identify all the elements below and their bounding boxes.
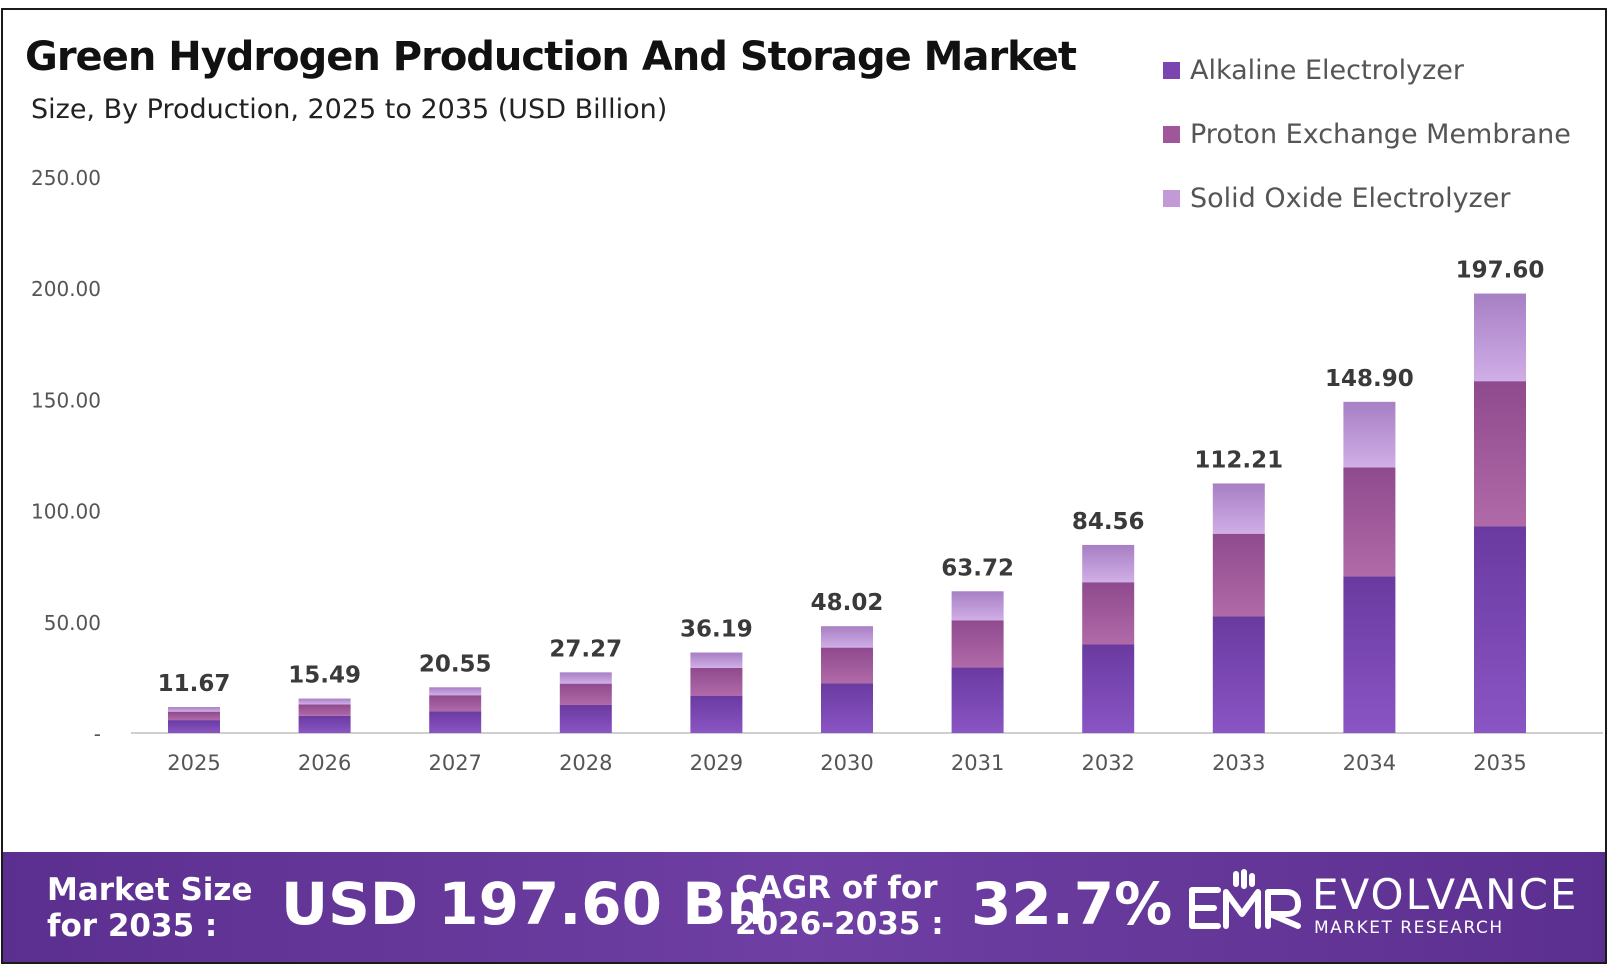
bar-segment-pem-2033 xyxy=(1212,533,1265,617)
bar-segment-solid-oxide-2034 xyxy=(1343,401,1396,468)
bar-segment-solid-oxide-2029 xyxy=(690,652,743,668)
logo-brand-name: EVOLVANCE xyxy=(1312,870,1579,919)
x-tick-label-2027: 2027 xyxy=(428,751,481,775)
evolvance-logo: EVOLVANCE MARKET RESEARCH xyxy=(1186,866,1586,952)
x-axis: 2025 2026 2027 2028 2029 2030 2031 2032 2033 2034… xyxy=(167,751,1526,775)
bar-total-label-2028: 27.27 xyxy=(549,636,622,662)
bar-segment-alkaline-2030 xyxy=(821,683,873,733)
bar-segment-alkaline-2034 xyxy=(1343,576,1396,733)
x-tick-label-2033: 2033 xyxy=(1212,751,1265,775)
x-tick-label-2030: 2030 xyxy=(820,751,873,775)
bar-segment-alkaline-2033 xyxy=(1212,616,1265,733)
bar-segment-solid-oxide-2025 xyxy=(168,707,220,712)
bar-segment-pem-2035 xyxy=(1474,381,1526,527)
legend-label-alkaline: Alkaline Electrolyzer xyxy=(1190,54,1464,86)
bar-segment-pem-2032 xyxy=(1082,582,1135,645)
legend-item-pem: Proton Exchange Membrane xyxy=(1163,102,1571,166)
y-axis: - 50.00 100.00 150.00 200.00 250.00 xyxy=(31,166,101,746)
bar-segment-pem-2026 xyxy=(298,704,351,716)
y-tick-label: 50.00 xyxy=(44,611,101,635)
chart-title: Green Hydrogen Production And Storage Ma… xyxy=(25,34,1077,80)
bar-segment-pem-2029 xyxy=(690,667,743,696)
bar-total-label-2031: 63.72 xyxy=(941,555,1014,581)
legend-item-solid-oxide: Solid Oxide Electrolyzer xyxy=(1163,166,1571,230)
bar-segment-pem-2028 xyxy=(559,683,612,705)
bar-segment-pem-2027 xyxy=(429,695,482,712)
cagr-label-line2: 2026-2035 : xyxy=(735,906,944,942)
bar-segment-alkaline-2026 xyxy=(298,715,351,733)
bar-segment-alkaline-2025 xyxy=(168,720,220,733)
market-size-label-line2: for 2035 : xyxy=(47,908,218,944)
legend-swatch-pem xyxy=(1163,125,1180,143)
bar-segment-pem-2025 xyxy=(168,711,220,721)
legend-label-pem: Proton Exchange Membrane xyxy=(1190,118,1571,150)
bar-total-label-2033: 112.21 xyxy=(1194,447,1283,473)
bar-segment-solid-oxide-2026 xyxy=(298,698,351,705)
x-tick-label-2035: 2035 xyxy=(1473,751,1526,775)
bar-total-label-2025: 11.67 xyxy=(158,671,231,697)
cagr-label: CAGR of for 2026-2035 : xyxy=(735,870,944,942)
y-tick-label: 100.00 xyxy=(31,500,101,524)
legend-item-alkaline: Alkaline Electrolyzer xyxy=(1163,38,1571,102)
bar-segment-alkaline-2035 xyxy=(1474,526,1526,733)
bar-total-label-2032: 84.56 xyxy=(1072,509,1145,535)
bar-segment-solid-oxide-2032 xyxy=(1082,544,1135,583)
chart-frame: Green Hydrogen Production And Storage Ma… xyxy=(1,8,1607,964)
bar-segment-alkaline-2027 xyxy=(429,711,482,733)
market-size-value: USD 197.60 Bn xyxy=(281,870,768,938)
legend-swatch-solid-oxide xyxy=(1163,189,1180,207)
bar-total-label-2034: 148.90 xyxy=(1325,366,1414,392)
bar-total-label-2029: 36.19 xyxy=(680,617,753,643)
x-tick-label-2034: 2034 xyxy=(1343,751,1396,775)
y-tick-label: 150.00 xyxy=(31,388,101,412)
bar-segment-pem-2034 xyxy=(1343,467,1396,577)
bar-segment-pem-2031 xyxy=(951,620,1004,668)
bar-segment-solid-oxide-2035 xyxy=(1474,293,1526,382)
x-tick-label-2028: 2028 xyxy=(559,751,612,775)
cagr-label-line1: CAGR of for xyxy=(735,870,938,906)
x-tick-label-2032: 2032 xyxy=(1081,751,1134,775)
y-tick-label: 250.00 xyxy=(31,166,101,190)
bar-segment-pem-2030 xyxy=(821,647,873,684)
bars-group: 11.67 15.49 20.55 27.27 36.19 48.02 63.72 84.56… xyxy=(158,258,1545,733)
logo-brand-subtitle: MARKET RESEARCH xyxy=(1314,918,1504,938)
market-size-label-line1: Market Size xyxy=(47,872,253,908)
footer-banner: Market Size for 2035 : USD 197.60 Bn CAG… xyxy=(3,852,1605,962)
bar-segment-solid-oxide-2028 xyxy=(559,672,612,684)
x-tick-label-2026: 2026 xyxy=(298,751,351,775)
bar-segment-solid-oxide-2033 xyxy=(1212,483,1265,534)
emr-logo-icon xyxy=(1189,869,1301,929)
bar-segment-alkaline-2031 xyxy=(951,667,1004,733)
legend: Alkaline Electrolyzer Proton Exchange Me… xyxy=(1163,38,1571,230)
stacked-bar-chart: - 50.00 100.00 150.00 200.00 250.00 11.67 15.4… xyxy=(31,166,1603,775)
market-size-label: Market Size for 2035 : xyxy=(47,872,253,944)
x-tick-label-2025: 2025 xyxy=(167,751,220,775)
bar-total-label-2027: 20.55 xyxy=(419,651,492,677)
legend-swatch-alkaline xyxy=(1163,61,1180,79)
x-tick-label-2029: 2029 xyxy=(690,751,743,775)
bar-segment-alkaline-2029 xyxy=(690,695,743,733)
bar-segment-solid-oxide-2030 xyxy=(821,626,873,648)
x-tick-label-2031: 2031 xyxy=(951,751,1004,775)
bar-total-label-2035: 197.60 xyxy=(1456,258,1545,284)
y-tick-label: 200.00 xyxy=(31,277,101,301)
bar-segment-solid-oxide-2027 xyxy=(429,687,482,696)
bar-segment-alkaline-2032 xyxy=(1082,644,1135,733)
bar-segment-solid-oxide-2031 xyxy=(951,591,1004,621)
bar-total-label-2030: 48.02 xyxy=(811,590,884,616)
cagr-value: 32.7% xyxy=(971,870,1173,938)
y-tick-label: - xyxy=(94,722,101,746)
legend-label-solid-oxide: Solid Oxide Electrolyzer xyxy=(1190,182,1511,214)
chart-subtitle: Size, By Production, 2025 to 2035 (USD B… xyxy=(31,94,668,125)
bar-segment-alkaline-2028 xyxy=(559,704,612,733)
bar-total-label-2026: 15.49 xyxy=(288,663,361,689)
